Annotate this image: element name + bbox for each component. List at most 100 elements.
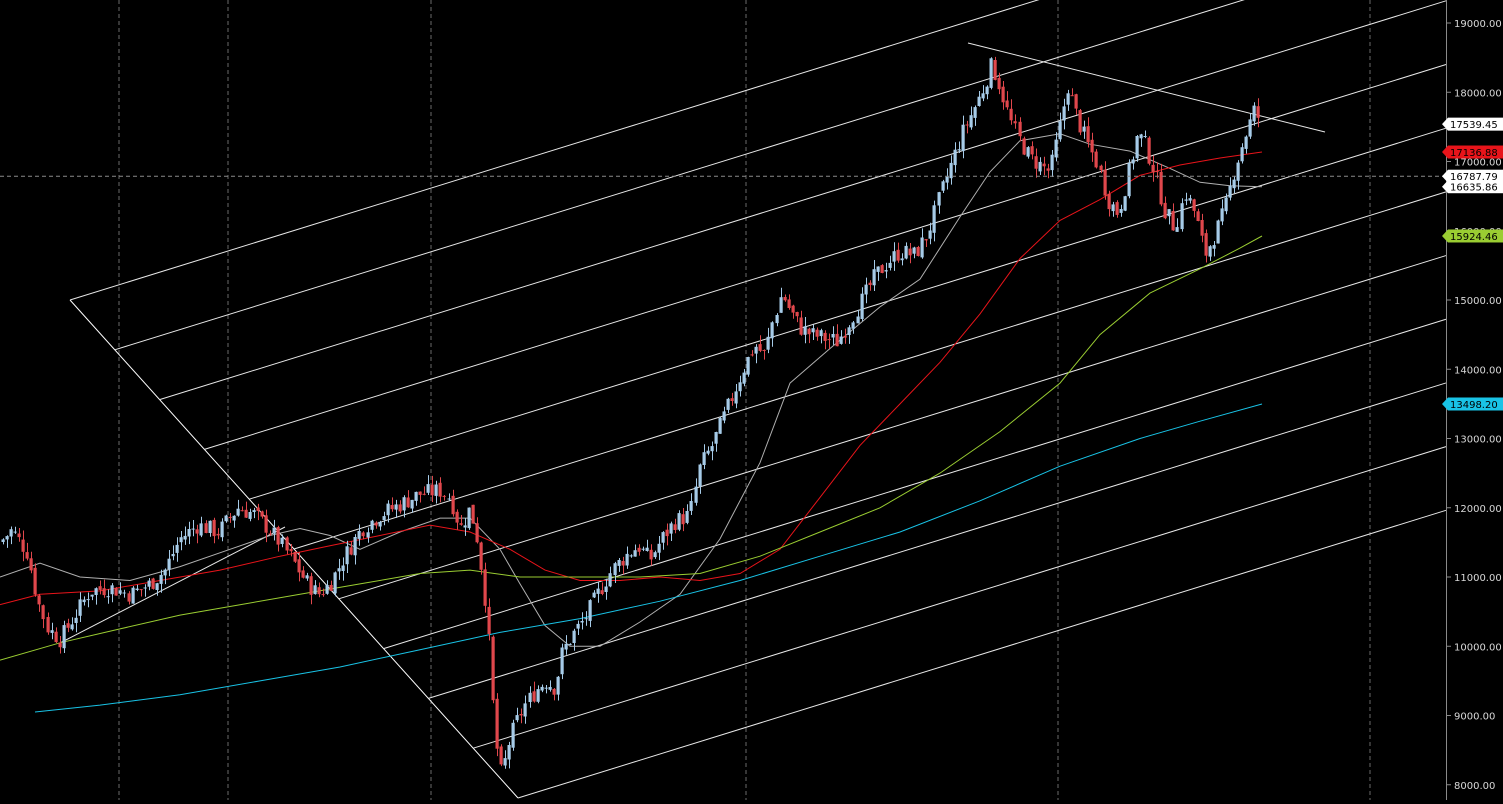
candle-body <box>195 529 199 534</box>
candle-body <box>1009 108 1013 121</box>
candle-body <box>564 643 568 650</box>
candle-body <box>204 523 208 533</box>
candle-body <box>1167 209 1171 217</box>
candle-body <box>843 336 847 338</box>
candle-body <box>1204 233 1208 256</box>
candle-body <box>665 529 669 537</box>
candle-body <box>13 531 17 533</box>
candle-body <box>783 297 787 301</box>
price-tag-pointer <box>1442 397 1448 411</box>
candle-body <box>50 630 54 633</box>
candle-body <box>1066 93 1070 105</box>
candle-body <box>386 503 390 516</box>
candle-body <box>357 531 361 539</box>
candle-body <box>1082 126 1086 132</box>
candle-body <box>191 528 195 530</box>
candle-body <box>681 514 685 525</box>
candle-body <box>965 124 969 126</box>
candle-body <box>374 522 378 526</box>
candle-body <box>1103 169 1107 196</box>
candle-body <box>98 586 102 590</box>
candle-body <box>467 507 471 529</box>
channel-line <box>69 0 1040 301</box>
candle-body <box>698 464 702 487</box>
candle-body <box>625 553 629 566</box>
candle-body <box>46 617 50 633</box>
candle-body <box>155 583 159 590</box>
price-tag-label: 13498.20 <box>1450 400 1498 411</box>
candle-body <box>426 484 430 493</box>
candle-body <box>791 305 795 313</box>
candle-body <box>58 642 62 648</box>
candle-body <box>1236 162 1240 181</box>
candle-body <box>264 515 268 533</box>
candle-body <box>491 636 495 701</box>
candle-body <box>1078 110 1082 133</box>
candle-body <box>596 588 600 594</box>
candle-body <box>969 115 973 128</box>
price-tag-pointer <box>1442 117 1448 131</box>
trendline-top <box>967 42 1326 133</box>
candle-body <box>637 547 641 552</box>
y-tick-label: 12000.00 <box>1454 504 1502 515</box>
candle-body <box>641 548 645 550</box>
candle-body <box>422 493 426 495</box>
candle-body <box>256 507 260 511</box>
candle-body <box>961 124 965 151</box>
candle-body <box>244 509 248 518</box>
candle-body <box>135 588 139 590</box>
candle-body <box>1180 203 1184 230</box>
candle-body <box>576 623 580 629</box>
candle-body <box>187 529 191 537</box>
candle-body <box>511 722 515 748</box>
candle-body <box>851 322 855 329</box>
candle-body <box>584 618 588 620</box>
candle-body <box>1232 179 1236 189</box>
candle-body <box>475 523 479 543</box>
candle-body <box>653 552 657 558</box>
candle-body <box>280 537 284 544</box>
channel-line <box>293 191 1447 550</box>
candle-body <box>556 676 560 695</box>
candle-body <box>406 497 410 508</box>
candle-body <box>702 452 706 465</box>
candle-body <box>892 251 896 262</box>
candle-body <box>1086 126 1090 143</box>
candle-body <box>455 511 459 523</box>
candle-body <box>410 499 414 509</box>
candle-body <box>856 316 860 324</box>
candle-body <box>677 513 681 530</box>
candle-body <box>487 606 491 634</box>
candle-body <box>1005 100 1009 108</box>
candle-body <box>770 322 774 339</box>
candle-body <box>872 269 876 286</box>
candle-body <box>1252 105 1256 122</box>
candle-body <box>1143 136 1147 137</box>
candle-body <box>592 592 596 598</box>
price-tag-label: 17539.45 <box>1450 120 1498 131</box>
candle-body <box>746 357 750 375</box>
candle-body <box>613 563 617 576</box>
channel-line <box>159 0 1447 401</box>
candle-body <box>1240 147 1244 162</box>
candle-body <box>507 745 511 760</box>
candle-body <box>973 107 977 118</box>
candle-body <box>888 262 892 268</box>
price-tag-pointer <box>1442 229 1448 243</box>
candle-body <box>1046 168 1050 171</box>
candle-body <box>835 333 839 347</box>
candle-body <box>617 560 621 566</box>
candle-body <box>689 501 693 511</box>
candle-body <box>212 519 216 537</box>
channel-line <box>383 318 1447 650</box>
candle-body <box>734 391 738 404</box>
candle-body <box>414 491 418 501</box>
candle-body <box>143 587 147 589</box>
candle-body <box>661 532 665 543</box>
candle-body <box>276 527 280 545</box>
candle-body <box>552 688 556 695</box>
candle-body <box>463 525 467 528</box>
candle-body <box>321 594 325 596</box>
